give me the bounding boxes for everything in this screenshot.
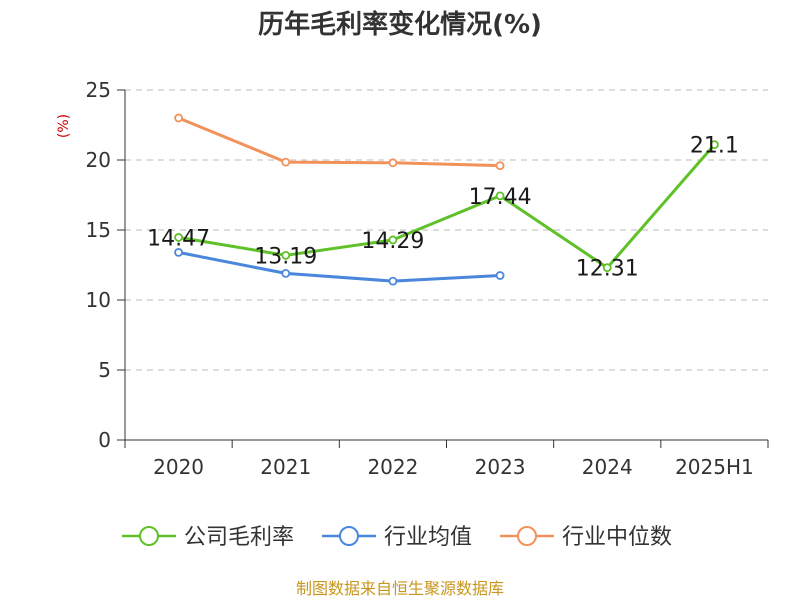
y-tick-label: 15 [86, 218, 111, 242]
data-point [174, 233, 183, 242]
data-point [388, 158, 398, 168]
x-tick-label: 2025H1 [675, 455, 754, 479]
x-tick-label: 2022 [367, 455, 418, 479]
legend-item-2[interactable]: 行业中位数 [500, 525, 672, 550]
legend-item-1[interactable]: 行业均值 [322, 525, 472, 550]
y-tick-label: 25 [86, 78, 111, 102]
x-tick-label: 2023 [475, 455, 526, 479]
data-point [281, 250, 291, 260]
legend-marker [517, 526, 537, 546]
legend-item-0[interactable]: 公司毛利率 [122, 525, 294, 550]
data-point [174, 247, 183, 257]
data-point [388, 276, 398, 286]
data-label: 14.47 [147, 226, 210, 251]
data-label: 21.1 [690, 134, 739, 159]
series-lines [174, 113, 719, 286]
y-tick-label: 5 [98, 358, 111, 382]
data-label: 17.44 [469, 185, 532, 210]
series-line-2 [178, 116, 501, 168]
data-point [281, 157, 291, 167]
axes: 0 5 10 15 20 25 2020 2021 2022 2023 2024 2025H1 [86, 78, 769, 479]
series-line-1 [178, 250, 501, 283]
legend-label: 行业均值 [384, 525, 472, 550]
chart-title: 历年毛利率变化情况(%) [258, 9, 542, 40]
y-tick-label: 20 [86, 148, 111, 172]
y-unit-label: (%) [56, 114, 72, 138]
x-tick-label: 2024 [582, 455, 633, 479]
y-tick-label: 0 [98, 428, 111, 452]
legend[interactable]: 公司毛利率 行业均值 行业中位数 [122, 525, 672, 550]
x-tick-label: 2021 [260, 455, 311, 479]
data-point [602, 263, 612, 273]
x-tick-label: 2020 [153, 455, 204, 479]
data-point [174, 113, 183, 123]
legend-label: 行业中位数 [562, 525, 672, 550]
gridlines [125, 89, 768, 371]
series-line-0 [178, 143, 716, 270]
data-point [281, 268, 291, 278]
data-point [495, 271, 505, 280]
legend-marker [339, 526, 359, 546]
data-label: 14.29 [361, 229, 424, 254]
source-note: 制图数据来自恒生聚源数据库 [296, 579, 504, 598]
data-label: 13.19 [254, 244, 317, 269]
data-point [495, 161, 505, 171]
data-label: 12.31 [576, 257, 639, 282]
y-tick-label: 10 [86, 288, 111, 312]
legend-marker [139, 526, 159, 546]
data-point [495, 191, 505, 201]
legend-label: 公司毛利率 [184, 525, 294, 550]
data-point [388, 235, 398, 245]
data-point [710, 140, 719, 150]
data-labels: 14.47 13.19 14.29 17.44 12.31 21.1 [147, 134, 739, 282]
